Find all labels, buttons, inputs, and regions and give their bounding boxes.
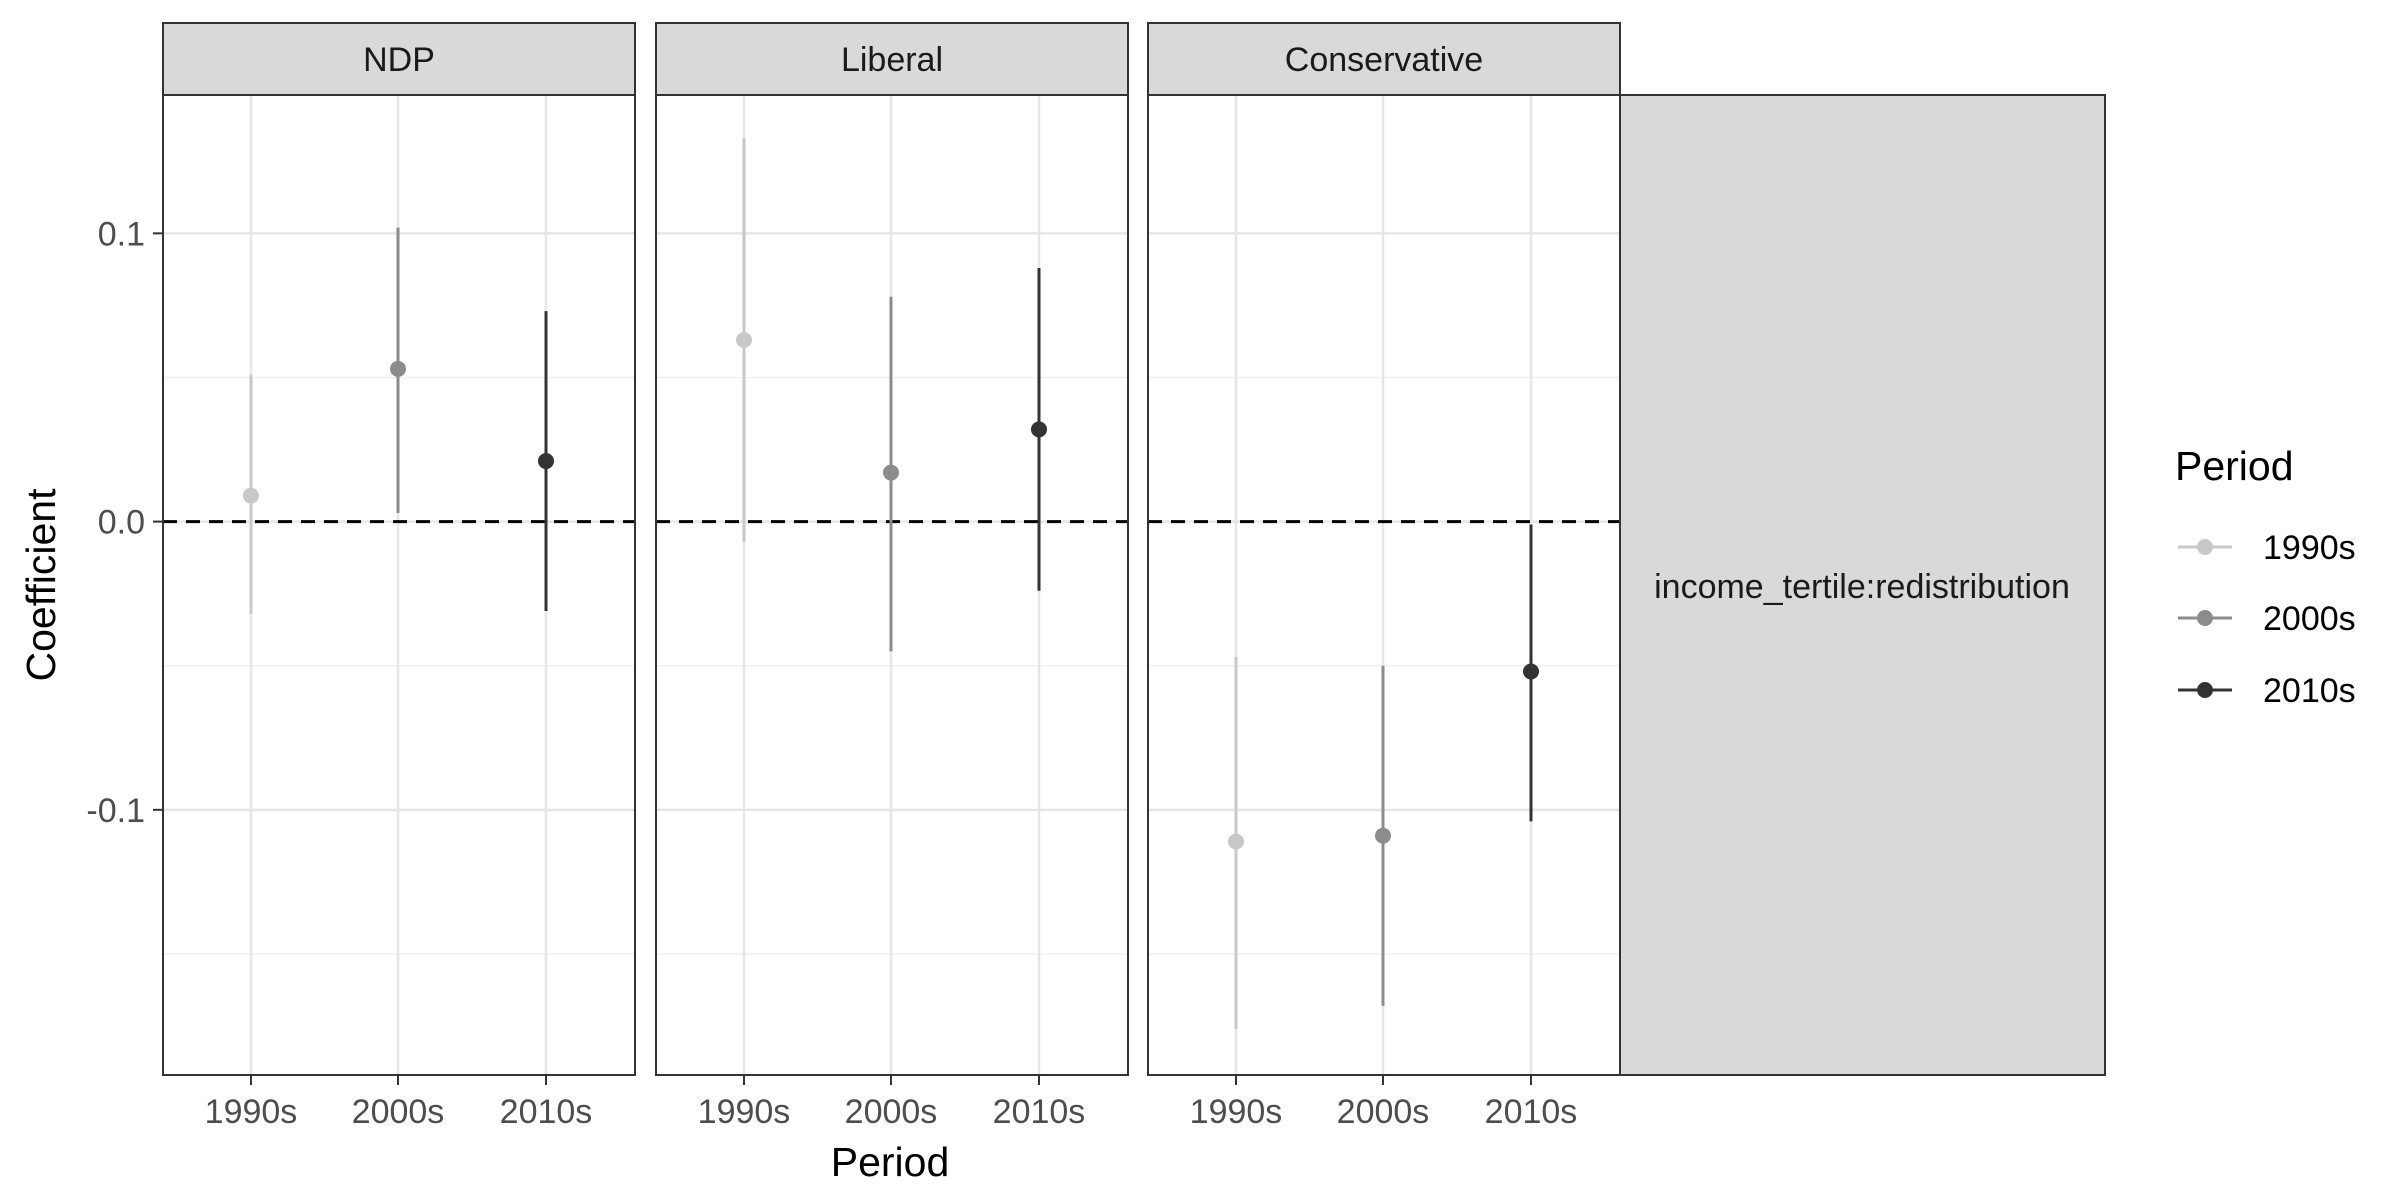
legend-label: 1990s <box>2263 529 2356 567</box>
y-tick-label: -0.1 <box>86 792 145 830</box>
y-tick-label: 0.0 <box>98 504 145 542</box>
legend-key-point <box>2197 682 2213 698</box>
x-tick-label: 2010s <box>993 1093 1086 1131</box>
legend-key-point <box>2197 539 2213 555</box>
facet-strip-label: Conservative <box>1285 41 1483 79</box>
x-axis-title: Period <box>831 1139 950 1185</box>
point-2000s <box>390 360 406 377</box>
legend-label: 2010s <box>2263 672 2356 710</box>
x-tick-label: 1990s <box>205 1093 298 1131</box>
facet-panel-conservative: Conservative 1990s 2000s 2010s <box>1147 22 1621 1131</box>
point-2000s <box>1375 827 1391 844</box>
point-2000s <box>883 464 899 481</box>
x-tick-label: 2010s <box>500 1093 593 1131</box>
legend-entry-1990s: 1990s <box>2178 529 2356 567</box>
facet-strip-label: NDP <box>363 41 435 79</box>
point-1990s <box>1228 833 1244 850</box>
x-tick-label: 2010s <box>1485 1093 1578 1131</box>
facet-panel-liberal: Liberal 1990s 2000s 2010s <box>655 22 1129 1131</box>
legend-title: Period <box>2175 443 2294 489</box>
legend-entry-2000s: 2000s <box>2178 600 2356 638</box>
facet-strip-label: Liberal <box>841 41 943 79</box>
point-1990s <box>736 332 752 348</box>
y-tick-label: 0.1 <box>98 215 145 253</box>
side-strip-label: income_tertile:redistribution <box>1654 568 2070 606</box>
y-axis: 0.1 0.0 -0.1 <box>86 215 163 830</box>
legend-label: 2000s <box>2263 600 2356 638</box>
point-1990s <box>243 487 259 504</box>
y-axis-title: Coefficient <box>18 488 64 682</box>
x-tick-label: 2000s <box>845 1093 938 1131</box>
legend: Period 1990s 2000s 2010s <box>2175 443 2356 710</box>
facet-strip <box>1147 22 1621 96</box>
x-tick-label: 2000s <box>352 1093 445 1131</box>
x-tick-label: 1990s <box>698 1093 791 1131</box>
facet-strip <box>162 22 636 96</box>
side-strip <box>1619 94 2106 1076</box>
facet-panels: NDP 1990s 2000s 2010s Liberal 1990s 2000s 2010s… <box>162 22 1621 1131</box>
point-2010s <box>1031 421 1047 438</box>
facet-strip <box>655 22 1129 96</box>
x-tick-label: 1990s <box>1190 1093 1283 1131</box>
point-2010s <box>1523 663 1539 680</box>
legend-entry-2010s: 2010s <box>2178 672 2356 710</box>
point-2010s <box>538 453 554 470</box>
legend-key-point <box>2197 610 2213 626</box>
x-tick-label: 2000s <box>1337 1093 1430 1131</box>
facet-panel-ndp: NDP 1990s 2000s 2010s <box>162 22 636 1131</box>
